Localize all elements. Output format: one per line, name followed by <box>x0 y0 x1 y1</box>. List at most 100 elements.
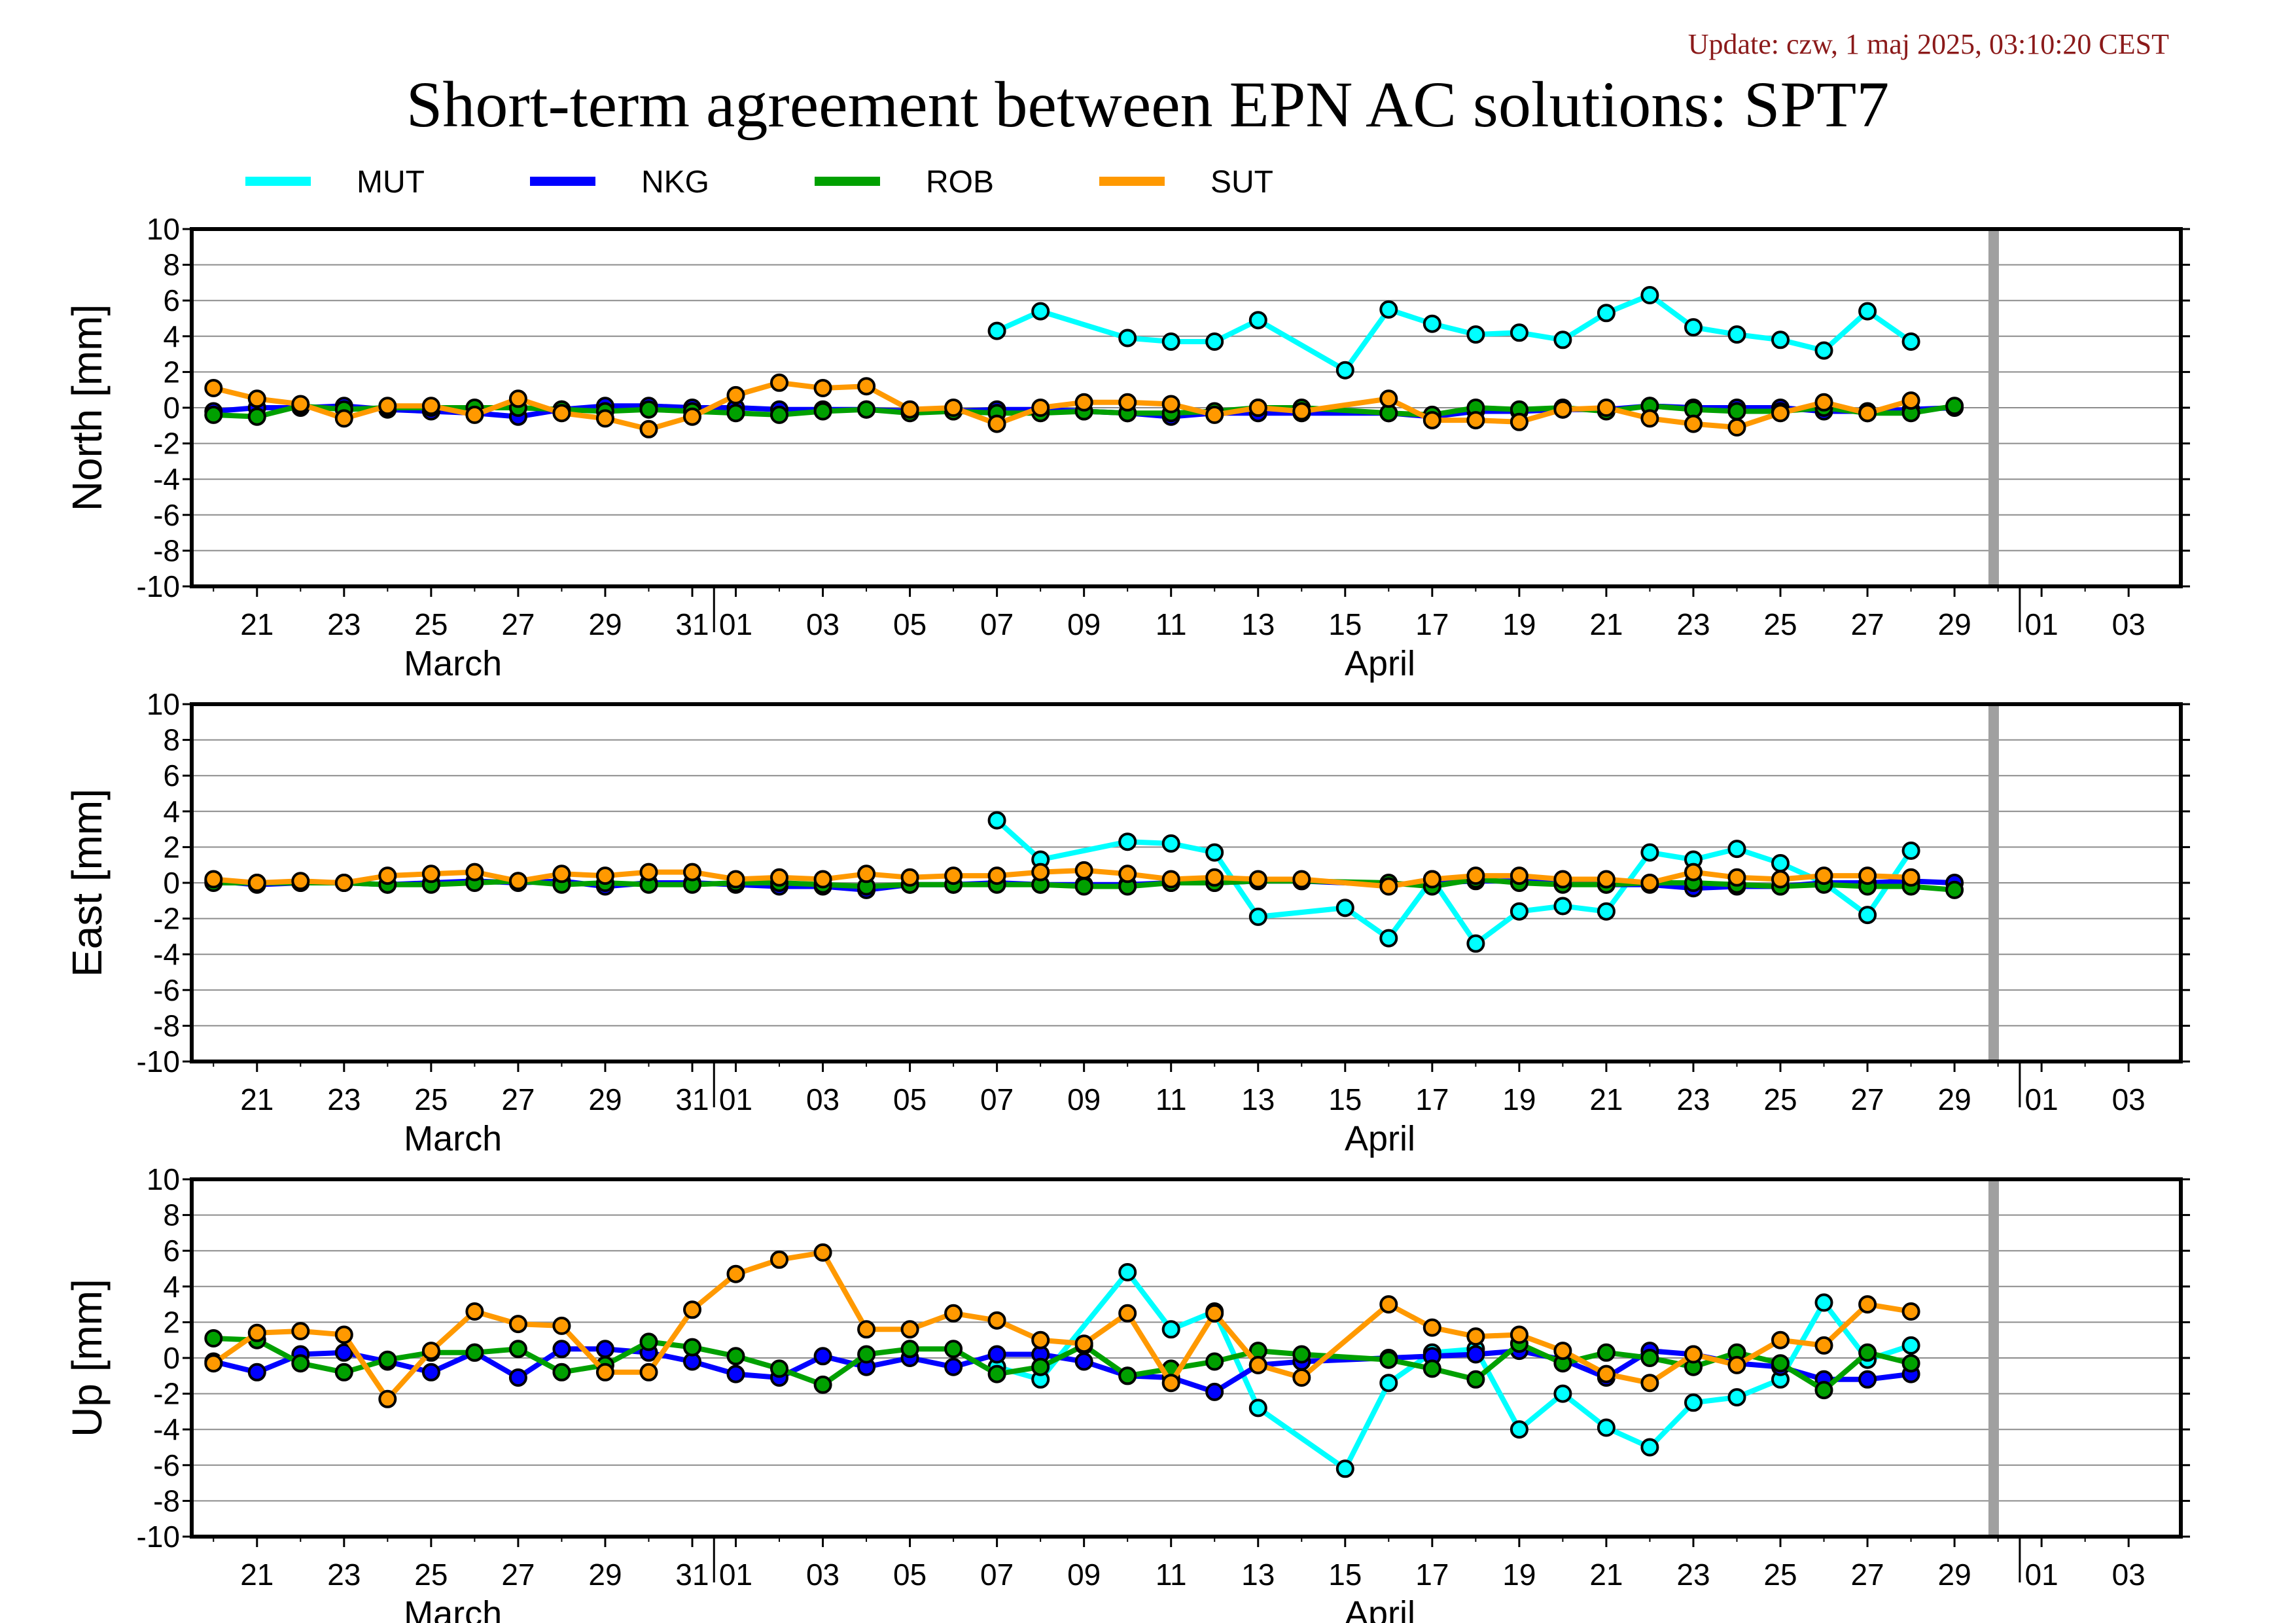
data-point <box>508 872 527 891</box>
y-tick-label: 6 <box>163 1234 180 1268</box>
data-point <box>334 874 353 892</box>
data-point <box>639 400 658 419</box>
data-point <box>204 1329 223 1347</box>
x-tick-label: 27 <box>1850 607 1884 641</box>
y-tick-label: -10 <box>137 1044 180 1079</box>
y-tick-label: 10 <box>147 212 180 246</box>
month-label: March <box>404 1594 502 1623</box>
data-point <box>813 1347 832 1366</box>
data-point <box>421 865 440 883</box>
data-point <box>770 1359 788 1378</box>
data-point <box>1205 1382 1224 1401</box>
y-tick-label: -6 <box>153 498 180 532</box>
data-point <box>247 407 266 426</box>
x-tick-label: 25 <box>1763 1558 1797 1592</box>
data-point <box>639 419 658 438</box>
data-point <box>987 321 1006 340</box>
x-tick-label: 11 <box>1156 607 1187 641</box>
x-tick-label: 31 <box>675 607 709 641</box>
data-point <box>1640 1374 1659 1393</box>
y-tick-label: 2 <box>163 355 180 389</box>
y-axis-label: Up [mm] <box>63 1279 111 1437</box>
x-tick-label: 29 <box>1938 1558 1971 1592</box>
x-tick-label: 25 <box>1763 607 1797 641</box>
series-mut <box>987 811 1920 953</box>
month-label: April <box>1345 644 1415 683</box>
y-tick-label: 4 <box>163 794 180 829</box>
data-point <box>1031 399 1050 417</box>
x-tick-label: 25 <box>414 1082 448 1116</box>
data-point <box>378 866 397 885</box>
y-tick-label: 4 <box>163 1270 180 1304</box>
data-point <box>552 1363 571 1382</box>
data-point <box>378 397 397 416</box>
data-point <box>1640 286 1659 304</box>
x-tick-label: 21 <box>1589 1082 1623 1116</box>
x-tick-label: 07 <box>980 1558 1014 1592</box>
data-point <box>1771 854 1790 872</box>
x-tick-label: 23 <box>327 1558 361 1592</box>
data-point <box>1379 929 1398 948</box>
data-point <box>987 866 1006 885</box>
y-tick-label: -6 <box>153 973 180 1007</box>
data-point <box>1292 402 1311 421</box>
x-tick-label: 29 <box>1938 1082 1971 1116</box>
data-point <box>1118 393 1137 412</box>
data-point <box>1901 1336 1920 1355</box>
x-tick-label: 27 <box>1850 1082 1884 1116</box>
x-tick-label: 05 <box>893 1082 927 1116</box>
data-point <box>465 1302 484 1321</box>
x-tick-label: 21 <box>1589 607 1623 641</box>
data-point <box>987 1364 1006 1383</box>
data-point <box>1161 332 1180 351</box>
legend-label-mut: MUT <box>357 165 425 200</box>
y-tick-label: -10 <box>137 569 180 603</box>
data-point <box>1074 861 1093 880</box>
x-tick-label: 15 <box>1328 607 1362 641</box>
x-tick-label: 13 <box>1241 1558 1275 1592</box>
data-point <box>1814 1293 1833 1312</box>
data-point <box>1292 1345 1311 1364</box>
y-tick-label: 0 <box>163 1341 180 1375</box>
data-point <box>1901 332 1920 351</box>
data-point <box>1597 870 1616 889</box>
x-tick-label: 09 <box>1067 607 1101 641</box>
data-point <box>726 385 745 404</box>
y-tick-label: 8 <box>163 723 180 757</box>
data-point <box>683 1338 701 1357</box>
data-point <box>291 1322 310 1340</box>
data-point <box>1466 934 1485 953</box>
data-point <box>1118 832 1137 851</box>
data-point <box>1553 400 1572 419</box>
y-tick-label: 2 <box>163 1305 180 1339</box>
data-point <box>1379 877 1398 896</box>
data-point <box>1248 311 1267 330</box>
data-point <box>1858 906 1877 925</box>
x-tick-label: 01 <box>719 1082 752 1116</box>
data-point <box>1684 414 1703 433</box>
data-point <box>1727 402 1746 421</box>
chart-title: Short-term agreement between EPN AC solu… <box>406 68 1889 141</box>
x-tick-label: 05 <box>893 607 927 641</box>
x-tick-label: 15 <box>1328 1082 1362 1116</box>
x-tick-label: 23 <box>327 607 361 641</box>
x-tick-label: 03 <box>806 607 839 641</box>
data-point <box>595 866 614 885</box>
data-point <box>1858 1343 1877 1362</box>
legend-item-nkg: NKG <box>530 165 709 200</box>
x-tick-label: 13 <box>1241 1082 1275 1116</box>
data-point <box>726 1364 745 1383</box>
data-point <box>595 1340 614 1359</box>
x-tick-label: 21 <box>240 1082 274 1116</box>
series-sut <box>204 861 1920 896</box>
data-point <box>987 811 1006 830</box>
data-point <box>639 1332 658 1351</box>
x-tick-label: 21 <box>240 1558 274 1592</box>
data-point <box>1466 325 1485 344</box>
data-point <box>726 1264 745 1283</box>
y-tick-label: -8 <box>153 1008 180 1043</box>
y-tick-label: -2 <box>153 1377 180 1411</box>
data-point <box>1422 1359 1441 1378</box>
